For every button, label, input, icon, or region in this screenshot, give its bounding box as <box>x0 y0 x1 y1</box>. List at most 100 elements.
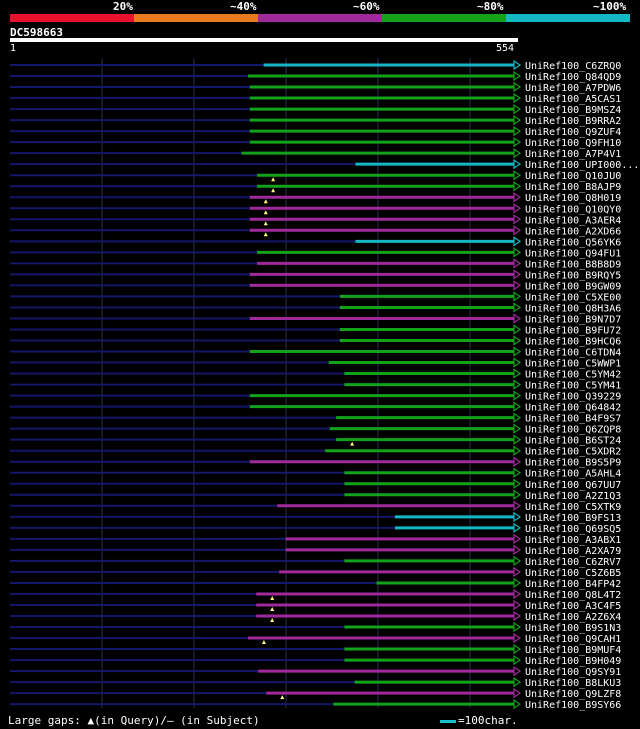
hit-end-arrow <box>513 456 522 467</box>
hit-end-arrow <box>513 654 522 666</box>
hit-label: UniRef100_A2Z1Q3 <box>525 491 621 502</box>
hit-end-arrow <box>513 335 522 346</box>
hit-end-arrow <box>513 181 522 192</box>
query-gap-marker <box>263 232 268 237</box>
hit-end-arrow <box>513 478 522 489</box>
hit-label: UniRef100_B9GW09 <box>525 281 621 292</box>
hit-end-arrow <box>513 379 522 390</box>
hit-label: UniRef100_Q8H019 <box>525 193 621 204</box>
hit-label: UniRef100_A3AER4 <box>525 215 621 226</box>
hit-label: UniRef100_B9MSZ4 <box>525 105 621 116</box>
hit-end-arrow <box>513 544 522 556</box>
hit-label: UniRef100_Q10QY0 <box>525 204 621 215</box>
hit-end-arrow <box>513 390 522 401</box>
hit-label: UniRef100_B9MUF4 <box>525 645 621 656</box>
hit-label: UniRef100_B9RRA2 <box>525 116 621 127</box>
legend-swatch-1 <box>134 14 258 22</box>
hit-label: UniRef100_C5WWP1 <box>525 359 621 370</box>
hit-end-arrow <box>513 357 522 368</box>
hit-label: UniRef100_A3ABX1 <box>525 535 621 546</box>
query-gap-marker <box>270 606 275 611</box>
hit-alignment-plot: UniRef100_C6ZRQ0UniRef100_Q84QD9UniRef10… <box>10 58 639 711</box>
hit-end-arrow <box>513 522 522 533</box>
legend-swatch-0 <box>10 14 134 22</box>
scale-label: =100char. <box>458 714 518 727</box>
hit-end-arrow <box>513 533 522 544</box>
hit-end-arrow <box>513 489 522 500</box>
hit-label: UniRef100_Q94FU1 <box>525 248 621 259</box>
hit-end-arrow <box>513 368 522 379</box>
gaps-legend: Large gaps: ▲(in Query)/– (in Subject) <box>8 714 260 727</box>
hit-label: UniRef100_C5XDR2 <box>525 447 621 458</box>
hit-label: UniRef100_A2Z6X4 <box>525 612 621 623</box>
hit-end-arrow <box>513 125 522 137</box>
legend-label-100: ~100% <box>593 0 627 13</box>
hit-label: UniRef100_Q84QD9 <box>525 72 621 83</box>
hit-label: UniRef100_UPI000... <box>525 160 639 171</box>
hit-end-arrow <box>513 665 522 677</box>
hit-end-arrow <box>513 291 522 302</box>
query-gap-marker <box>350 441 355 446</box>
hit-label: UniRef100_Q8H3A6 <box>525 303 621 314</box>
hit-end-arrow <box>513 467 522 478</box>
hit-end-arrow <box>513 346 522 357</box>
hit-end-arrow <box>513 70 522 82</box>
ruler-end: 554 <box>496 43 515 54</box>
hit-label: UniRef100_B9S1N3 <box>525 623 621 634</box>
legend-label-80: ~80% <box>477 0 504 13</box>
ruler-start: 1 <box>10 43 17 54</box>
query-id: DC598663 <box>10 26 63 39</box>
hit-end-arrow <box>513 599 522 611</box>
hit-label: UniRef100_C6TDN4 <box>525 348 621 359</box>
hit-label: UniRef100_B8AJP9 <box>525 182 621 193</box>
hit-end-arrow <box>513 643 522 655</box>
hit-end-arrow <box>513 114 522 126</box>
hit-label: UniRef100_Q9FH10 <box>525 138 621 149</box>
hit-label: UniRef100_Q69SQ5 <box>525 524 621 535</box>
hit-end-arrow <box>513 302 522 313</box>
hit-end-arrow <box>513 632 522 644</box>
hit-label: UniRef100_Q9LZF8 <box>525 689 621 700</box>
hit-end-arrow <box>513 434 522 445</box>
hit-label: UniRef100_Q10JU0 <box>525 171 621 182</box>
hit-label: UniRef100_Q9ZUF4 <box>525 127 621 138</box>
hit-end-arrow <box>513 280 522 291</box>
hit-label: UniRef100_Q9CAH1 <box>525 634 621 645</box>
query-gap-marker <box>261 640 266 645</box>
hit-label: UniRef100_Q39229 <box>525 392 621 403</box>
hit-end-arrow <box>513 258 522 269</box>
hit-label: UniRef100_B9S5P9 <box>525 458 621 469</box>
scale-legend: =100char. <box>440 714 518 727</box>
hit-end-arrow <box>513 566 522 578</box>
legend-label-40: ~40% <box>230 0 257 13</box>
hit-end-arrow <box>513 401 522 412</box>
legend-swatch-2 <box>258 14 382 22</box>
legend-swatch-3 <box>382 14 506 22</box>
hit-end-arrow <box>513 423 522 434</box>
hit-end-arrow <box>513 148 522 159</box>
hit-end-arrow <box>513 555 522 567</box>
hit-end-arrow <box>513 247 522 258</box>
hit-end-arrow <box>513 621 522 633</box>
query-gap-marker <box>280 695 285 700</box>
hit-end-arrow <box>513 588 522 600</box>
hit-label: UniRef100_B9FS13 <box>525 513 621 524</box>
legend-swatch-4 <box>506 14 630 22</box>
hit-label: UniRef100_B9N7D7 <box>525 314 621 325</box>
hit-label: UniRef100_A5AHL4 <box>525 469 621 480</box>
hit-label: UniRef100_B9RQY5 <box>525 270 621 281</box>
hit-label: UniRef100_C5XE00 <box>525 292 621 303</box>
hit-label: UniRef100_B9FU72 <box>525 325 621 336</box>
hit-end-arrow <box>513 610 522 622</box>
hit-end-arrow <box>513 500 522 511</box>
hit-label: UniRef100_Q67UU7 <box>525 480 621 491</box>
hit-label: UniRef100_B9SY66 <box>525 700 621 711</box>
hit-label: UniRef100_Q8L4T2 <box>525 590 621 601</box>
hit-end-arrow <box>513 59 522 71</box>
hit-end-arrow <box>513 324 522 335</box>
hit-end-arrow <box>513 92 522 104</box>
hit-label: UniRef100_C5YM42 <box>525 370 621 381</box>
hit-end-arrow <box>513 511 522 522</box>
hit-end-arrow <box>513 170 522 181</box>
query-gap-marker <box>270 618 275 622</box>
